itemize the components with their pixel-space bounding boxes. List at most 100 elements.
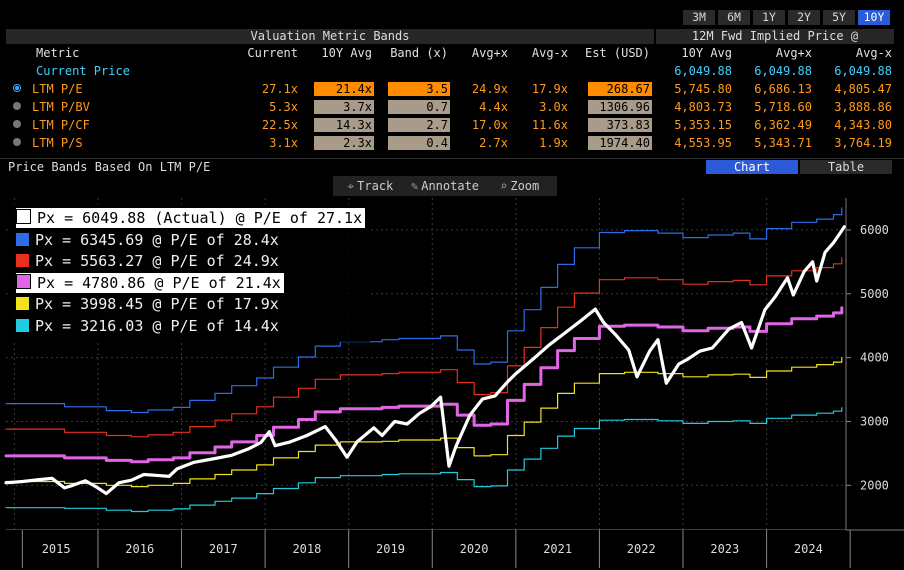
metric-row[interactable]: LTM P/CF 22.5x 14.3x 2.7 17.0x 11.6x 373.83: [6, 116, 654, 134]
metric-avg-minus: 11.6x: [531, 118, 568, 132]
implied-avg-plus: 5,718.60: [754, 100, 812, 114]
implied-avg-plus: 5,343.71: [754, 136, 812, 150]
x-tick-label: 2020: [460, 542, 489, 556]
est-highlight: [588, 136, 652, 150]
series-line: [5, 357, 843, 488]
x-tick-label: 2021: [543, 542, 572, 556]
legend-entry: Px = 6345.69 @ P/E of 28.4x: [16, 230, 279, 250]
metric-avg-minus: 1.9x: [539, 136, 568, 150]
metric-avg-plus: 4.4x: [479, 100, 508, 114]
period-button-10y[interactable]: 10Y: [858, 10, 890, 25]
x-tick-label: 2016: [125, 542, 154, 556]
col-implied-avg-plus: Avg+x: [775, 46, 812, 60]
metric-current: 22.5x: [261, 118, 298, 132]
metric-radio[interactable]: [13, 138, 21, 146]
legend-label: Px = 6345.69 @ P/E of 28.4x: [35, 230, 279, 249]
legend-label: Px = 5563.27 @ P/E of 24.9x: [35, 252, 279, 270]
metric-row[interactable]: LTM P/S 3.1x 2.3x 0.4 2.7x 1.9x 1974.40: [6, 134, 654, 152]
avg-highlight: [314, 100, 374, 114]
legend-swatch: [16, 232, 29, 246]
metric-10y-avg: 21.4x: [335, 82, 372, 96]
y-tick-label: 6000: [860, 223, 889, 237]
metric-radio[interactable]: [13, 102, 21, 110]
band-highlight: [388, 118, 450, 132]
valuation-bands-table: Valuation Metric Bands Metric Current 10…: [6, 29, 654, 157]
metric-current: 3.1x: [269, 136, 298, 150]
legend-swatch: [16, 209, 31, 224]
legend-swatch: [16, 297, 29, 310]
metric-radio[interactable]: [13, 84, 21, 92]
col-band: Band (x): [390, 46, 448, 60]
col-est: Est (USD): [584, 46, 650, 60]
zoom-label: Zoom: [510, 179, 540, 193]
metric-10y-avg: 14.3x: [335, 118, 372, 132]
implied-header-row: 10Y Avg Avg+x Avg-x: [656, 44, 894, 62]
x-tick-label: 2022: [627, 542, 656, 556]
table-header-row: Metric Current 10Y Avg Band (x) Avg+x Av…: [6, 44, 654, 62]
table-title: Valuation Metric Bands: [6, 29, 654, 44]
implied-avg: 4,553.95: [674, 136, 732, 150]
col-implied-avg: 10Y Avg: [681, 46, 732, 60]
y-tick-label: 2000: [860, 478, 889, 492]
metric-name: LTM P/CF: [32, 118, 90, 132]
implied-current-price-row: 6,049.88 6,049.88 6,049.88: [656, 62, 894, 80]
y-tick-label: 5000: [860, 287, 889, 301]
chart-subtitle: Price Bands Based On LTM P/E: [8, 160, 211, 174]
legend-entry: Px = 5563.27 @ P/E of 24.9x: [16, 251, 279, 271]
col-10y-avg: 10Y Avg: [321, 46, 372, 60]
metric-10y-avg: 2.3x: [343, 136, 372, 150]
tab-table[interactable]: Table: [800, 160, 892, 174]
annotate-icon: ✎: [410, 179, 419, 193]
col-current: Current: [247, 46, 298, 60]
legend-swatch: [16, 318, 29, 332]
implied-avg: 4,803.73: [674, 100, 732, 114]
band-highlight: [388, 82, 450, 96]
band-highlight: [388, 136, 450, 150]
metric-10y-avg: 3.7x: [343, 100, 372, 114]
period-selector: 3M 6M 1Y 2Y 5Y 10Y: [683, 10, 890, 25]
metric-name: LTM P/BV: [32, 100, 90, 114]
col-metric: Metric: [36, 46, 80, 60]
col-avg-plus: Avg+x: [471, 46, 508, 60]
legend-entry: Px = 3998.45 @ P/E of 17.9x: [16, 294, 279, 314]
implied-avg-minus: 3,888.86: [834, 100, 892, 114]
x-tick-label: 2024: [794, 542, 823, 556]
legend-label: Px = 4780.86 @ P/E of 21.4x: [37, 273, 281, 292]
legend-entry: Px = 3216.03 @ P/E of 14.4x: [16, 316, 279, 336]
period-button-3m[interactable]: 3M: [683, 10, 715, 25]
track-button[interactable]: ⌖ Track: [333, 176, 408, 196]
metric-est: 1306.96: [599, 100, 650, 114]
series-line: [4, 225, 846, 496]
implied-current-price: 6,049.88: [674, 64, 732, 78]
metric-current: 5.3x: [269, 100, 298, 114]
chart-legend: Px = 6049.88 (Actual) @ P/E of 27.1x Px =…: [10, 204, 370, 342]
band-highlight: [388, 100, 450, 114]
legend-entry: Px = 4780.86 @ P/E of 21.4x: [16, 272, 284, 293]
metric-est: 1974.40: [599, 136, 650, 150]
implied-price-row: 4,803.73 5,718.60 3,888.86: [656, 98, 894, 116]
col-avg-minus: Avg-x: [531, 46, 568, 60]
metric-row[interactable]: LTM P/BV 5.3x 3.7x 0.7 4.4x 3.0x 1306.96: [6, 98, 654, 116]
metric-avg-plus: 17.0x: [471, 118, 508, 132]
magnifier-icon: ⌕: [500, 179, 508, 193]
period-button-2y[interactable]: 2Y: [788, 10, 820, 25]
col-implied-avg-minus: Avg-x: [855, 46, 892, 60]
est-highlight: [588, 82, 652, 96]
period-button-6m[interactable]: 6M: [718, 10, 750, 25]
zoom-button[interactable]: ⌕ Zoom: [482, 176, 557, 196]
metric-row[interactable]: LTM P/E 27.1x 21.4x 3.5 24.9x 17.9x 268.67: [6, 80, 654, 98]
annotate-button[interactable]: ✎ Annotate: [408, 176, 483, 196]
est-highlight: [588, 118, 652, 132]
metric-radio[interactable]: [13, 120, 21, 128]
implied-avg-plus: 6,686.13: [754, 82, 812, 96]
series-line: [5, 257, 843, 438]
x-tick-label: 2018: [292, 542, 321, 556]
metric-name: LTM P/E: [32, 82, 83, 96]
avg-highlight: [314, 118, 374, 132]
period-button-1y[interactable]: 1Y: [753, 10, 785, 25]
current-price-label: Current Price: [36, 64, 130, 78]
period-button-5y[interactable]: 5Y: [823, 10, 855, 25]
implied-current-price: 6,049.88: [754, 64, 812, 78]
tab-chart[interactable]: Chart: [706, 160, 798, 174]
